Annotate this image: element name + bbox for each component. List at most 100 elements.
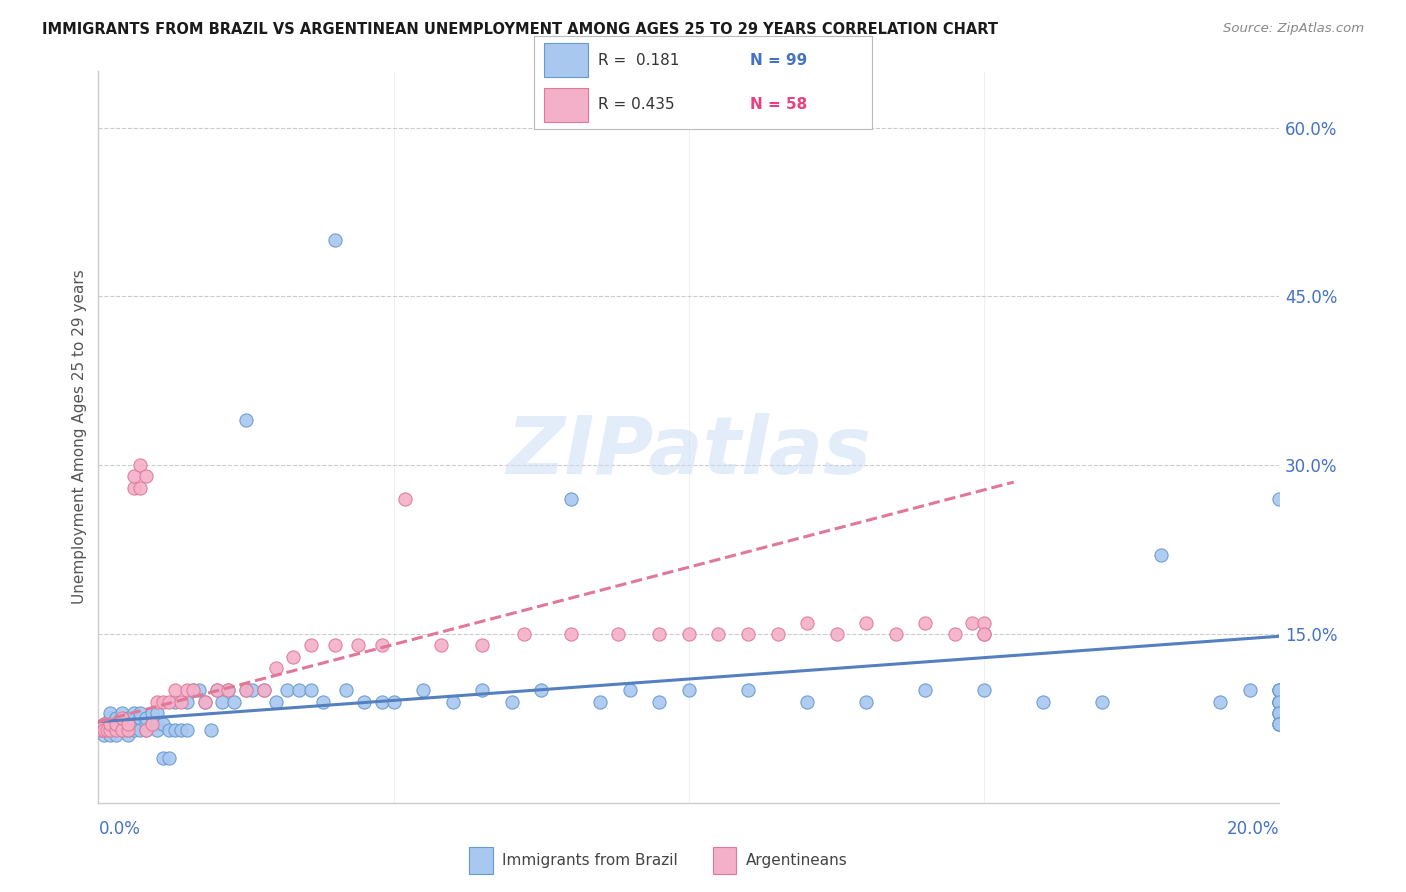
Point	[105, 717, 128, 731]
Point	[135, 717, 157, 731]
Point	[512, 627, 534, 641]
Point	[165, 683, 187, 698]
Point	[122, 706, 145, 720]
Point	[117, 711, 139, 725]
Point	[1268, 694, 1291, 708]
Point	[122, 469, 145, 483]
Point	[299, 638, 322, 652]
Point	[648, 694, 671, 708]
Point	[152, 717, 174, 731]
Point	[152, 694, 174, 708]
Point	[90, 723, 112, 737]
Point	[157, 694, 180, 708]
FancyBboxPatch shape	[713, 847, 737, 874]
Point	[283, 649, 305, 664]
Point	[141, 706, 163, 720]
Point	[412, 683, 434, 698]
Point	[264, 694, 287, 708]
Point	[1268, 706, 1291, 720]
Point	[737, 683, 759, 698]
Point	[96, 723, 118, 737]
Point	[1239, 683, 1261, 698]
Point	[973, 627, 995, 641]
Point	[1268, 683, 1291, 698]
Point	[371, 638, 394, 652]
Point	[884, 627, 907, 641]
Point	[128, 711, 150, 725]
Point	[217, 683, 239, 698]
Point	[93, 723, 115, 737]
Point	[943, 627, 966, 641]
Point	[1150, 548, 1173, 562]
Point	[1268, 694, 1291, 708]
Point	[323, 638, 346, 652]
Point	[105, 711, 128, 725]
Point	[141, 717, 163, 731]
Text: N = 99: N = 99	[751, 53, 807, 68]
Point	[1268, 694, 1291, 708]
Point	[176, 694, 198, 708]
Point	[253, 683, 276, 698]
Point	[122, 723, 145, 737]
Point	[1032, 694, 1054, 708]
Point	[1268, 491, 1291, 506]
Point	[111, 717, 134, 731]
Point	[93, 728, 115, 742]
Point	[1268, 717, 1291, 731]
Point	[176, 683, 198, 698]
Point	[135, 723, 157, 737]
Text: R = 0.435: R = 0.435	[599, 97, 675, 112]
Point	[962, 615, 984, 630]
Y-axis label: Unemployment Among Ages 25 to 29 years: Unemployment Among Ages 25 to 29 years	[72, 269, 87, 605]
Point	[371, 694, 394, 708]
Point	[471, 638, 494, 652]
Point	[170, 723, 193, 737]
Point	[973, 615, 995, 630]
FancyBboxPatch shape	[468, 847, 492, 874]
Point	[1209, 694, 1232, 708]
Point	[211, 694, 233, 708]
Point	[441, 694, 464, 708]
Point	[855, 694, 877, 708]
Point	[205, 683, 228, 698]
Point	[312, 694, 335, 708]
Point	[200, 723, 222, 737]
Point	[1268, 683, 1291, 698]
Point	[122, 717, 145, 731]
Text: Argentineans: Argentineans	[747, 854, 848, 868]
Point	[323, 233, 346, 247]
Point	[98, 706, 121, 720]
Point	[560, 491, 582, 506]
Text: 0.0%: 0.0%	[98, 820, 141, 838]
Point	[141, 717, 163, 731]
Point	[678, 683, 700, 698]
Point	[335, 683, 357, 698]
Point	[1268, 717, 1291, 731]
Point	[181, 683, 204, 698]
Point	[135, 711, 157, 725]
Point	[111, 706, 134, 720]
Point	[1268, 706, 1291, 720]
Point	[117, 723, 139, 737]
Point	[117, 728, 139, 742]
Point	[1091, 694, 1114, 708]
Text: Source: ZipAtlas.com: Source: ZipAtlas.com	[1223, 22, 1364, 36]
Point	[103, 723, 125, 737]
Point	[855, 615, 877, 630]
Point	[93, 717, 115, 731]
Point	[128, 481, 150, 495]
Point	[382, 694, 405, 708]
Point	[152, 751, 174, 765]
Point	[619, 683, 641, 698]
Point	[264, 661, 287, 675]
Point	[194, 694, 217, 708]
Point	[146, 706, 169, 720]
Point	[288, 683, 311, 698]
Point	[796, 615, 818, 630]
Point	[394, 491, 416, 506]
Point	[1268, 683, 1291, 698]
Point	[170, 694, 193, 708]
Point	[678, 627, 700, 641]
Point	[128, 706, 150, 720]
Point	[194, 694, 217, 708]
